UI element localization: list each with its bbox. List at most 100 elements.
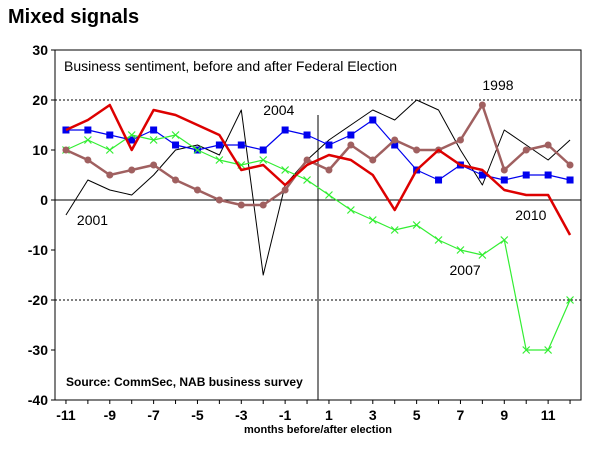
data-point-2004 (435, 176, 443, 184)
data-point-2007 (127, 131, 136, 139)
data-point-2004 (303, 131, 311, 139)
x-tick-label: 11 (541, 407, 556, 423)
data-point-1998 (478, 101, 486, 109)
marker-stroke (281, 166, 290, 174)
data-point-2007 (325, 191, 333, 199)
marker-stroke (105, 146, 114, 154)
data-point-1998 (566, 161, 574, 169)
data-point-1998 (237, 201, 245, 209)
marker-stroke (346, 206, 355, 214)
x-axis-label: months before/after election (244, 424, 392, 436)
x-tick-label: -3 (235, 407, 248, 423)
marker-stroke (412, 221, 421, 229)
data-point-1998 (193, 186, 201, 194)
data-point-2004 (347, 131, 355, 139)
data-point-1998 (62, 146, 70, 154)
marker-stroke (193, 146, 202, 154)
y-tick-label: -30 (28, 342, 48, 358)
marker-stroke (522, 346, 531, 354)
data-point-2004 (544, 171, 552, 179)
data-point-1998 (500, 166, 508, 174)
x-tick-label: 1 (325, 407, 333, 423)
series-label-2004: 2004 (263, 102, 294, 118)
data-point-2007 (215, 156, 224, 164)
data-point-2004 (237, 141, 245, 149)
data-point-2004 (172, 141, 180, 149)
data-point-2007 (259, 156, 268, 164)
marker-stroke (215, 156, 224, 164)
series-layer (62, 99, 574, 354)
x-tick-label: -7 (147, 407, 160, 423)
data-point-2004 (369, 116, 377, 124)
data-point-2004 (391, 141, 399, 149)
data-point-2007 (390, 226, 399, 234)
data-point-1998 (128, 166, 136, 174)
page-title: Mixed signals (8, 6, 140, 28)
marker-stroke (171, 131, 180, 139)
series-line-2007 (65, 134, 571, 351)
data-point-2004 (215, 141, 223, 149)
series-label-2007: 2007 (450, 262, 481, 278)
marker-stroke (478, 251, 487, 259)
data-point-2007 (544, 346, 553, 354)
data-point-1998 (325, 166, 333, 174)
data-point-1998 (413, 146, 421, 154)
data-point-1998 (215, 196, 223, 204)
marker-stroke (368, 216, 377, 224)
data-point-1998 (106, 171, 114, 179)
data-point-2007 (456, 246, 465, 254)
data-point-2004 (500, 176, 508, 184)
marker-stroke (149, 136, 158, 144)
y-tick-label: -10 (28, 242, 48, 258)
y-tick-label: 20 (32, 92, 48, 108)
label-layer: 2001 2004 2007 1998 2010 (77, 77, 547, 278)
data-point-2007 (193, 146, 202, 154)
grid-layer (55, 99, 581, 400)
marker-stroke (303, 176, 311, 184)
marker-stroke (566, 296, 574, 304)
marker-stroke (500, 236, 509, 244)
data-point-2007 (500, 236, 509, 244)
data-point-2007 (368, 216, 377, 224)
data-point-2004 (150, 126, 158, 134)
data-point-1998 (150, 161, 158, 169)
data-point-2004 (281, 126, 289, 134)
data-point-2007 (149, 136, 158, 144)
chart-subtitle: Business sentiment, before and after Fed… (64, 58, 397, 74)
series-label-1998: 1998 (482, 77, 513, 93)
x-tick-label: -9 (104, 407, 117, 423)
data-point-1998 (369, 156, 377, 164)
marker-stroke (434, 236, 443, 244)
data-point-2004 (259, 146, 267, 154)
x-tick-label: 3 (369, 407, 377, 423)
data-point-2007 (412, 221, 421, 229)
data-point-1998 (281, 186, 289, 194)
series-line-2004 (65, 119, 571, 181)
marker-stroke (456, 246, 465, 254)
y-tick-label: -40 (28, 392, 48, 408)
data-point-2004 (62, 126, 70, 134)
marker-stroke (390, 226, 399, 234)
marker-stroke (127, 131, 136, 139)
data-point-2004 (522, 171, 530, 179)
data-point-2004 (566, 176, 574, 184)
chart-source: Source: CommSec, NAB business survey (66, 375, 303, 389)
marker-stroke (259, 156, 268, 164)
x-tick-label: 5 (413, 407, 421, 423)
x-tick-label: 7 (457, 407, 465, 423)
series-line-1998 (65, 103, 571, 207)
marker-stroke (544, 346, 553, 354)
x-tick-label: -1 (279, 407, 292, 423)
data-point-1998 (544, 141, 552, 149)
y-tick-label: -20 (28, 292, 48, 308)
y-tick-label: 0 (40, 192, 48, 208)
data-point-2004 (128, 136, 136, 144)
data-point-1998 (84, 156, 92, 164)
data-point-2007 (346, 206, 355, 214)
data-point-1998 (522, 146, 530, 154)
data-point-2007 (434, 236, 443, 244)
data-point-2007 (303, 176, 311, 184)
data-point-2007 (281, 166, 290, 174)
